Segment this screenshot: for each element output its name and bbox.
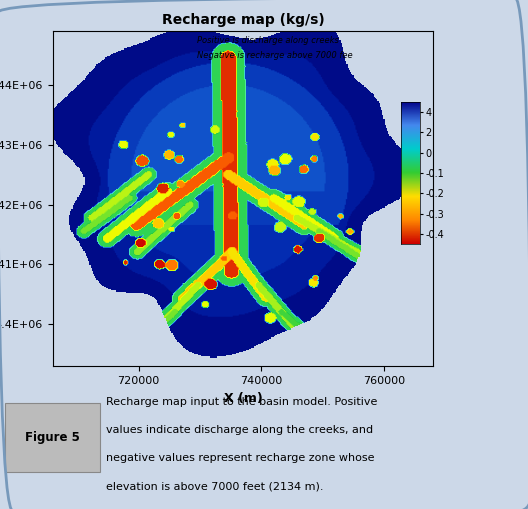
Text: values indicate discharge along the creeks, and: values indicate discharge along the cree… (106, 425, 373, 435)
Text: Figure 5: Figure 5 (25, 431, 80, 444)
Text: Positive is discharge along creeks: Positive is discharge along creeks (197, 36, 339, 45)
Text: Negative is recharge above 7000 fee: Negative is recharge above 7000 fee (197, 51, 353, 60)
FancyBboxPatch shape (5, 403, 100, 472)
Text: Recharge map input to the basin model. Positive: Recharge map input to the basin model. P… (106, 397, 377, 407)
Text: negative values represent recharge zone whose: negative values represent recharge zone … (106, 453, 374, 463)
Text: elevation is above 7000 feet (2134 m).: elevation is above 7000 feet (2134 m). (106, 481, 323, 491)
X-axis label: X (m): X (m) (223, 392, 262, 405)
Title: Recharge map (kg/s): Recharge map (kg/s) (162, 13, 324, 26)
